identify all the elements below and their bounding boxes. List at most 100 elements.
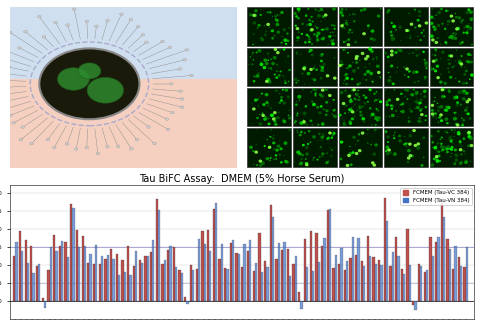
- Circle shape: [434, 27, 437, 30]
- Circle shape: [456, 101, 459, 104]
- Circle shape: [287, 33, 288, 35]
- Circle shape: [379, 77, 381, 79]
- Circle shape: [300, 131, 302, 133]
- Circle shape: [342, 27, 344, 29]
- Bar: [441, 201, 443, 301]
- Circle shape: [348, 64, 352, 67]
- Bar: [127, 246, 129, 301]
- Circle shape: [78, 63, 101, 79]
- Bar: [329, 209, 331, 301]
- Circle shape: [459, 42, 462, 45]
- Bar: [409, 265, 411, 301]
- Bar: [190, 265, 192, 301]
- Circle shape: [440, 151, 442, 152]
- Circle shape: [262, 103, 266, 106]
- Circle shape: [438, 122, 439, 123]
- Circle shape: [436, 159, 439, 163]
- Circle shape: [106, 20, 109, 22]
- Circle shape: [463, 32, 465, 34]
- Circle shape: [339, 11, 344, 15]
- Circle shape: [346, 20, 347, 21]
- Circle shape: [333, 99, 335, 101]
- Circle shape: [447, 10, 449, 12]
- Circle shape: [455, 27, 459, 30]
- Circle shape: [87, 77, 123, 103]
- Circle shape: [351, 109, 353, 110]
- Circle shape: [316, 35, 318, 37]
- Circle shape: [318, 124, 319, 126]
- Circle shape: [311, 78, 314, 80]
- Circle shape: [434, 97, 436, 98]
- Circle shape: [355, 61, 358, 64]
- Circle shape: [355, 93, 359, 96]
- Bar: [173, 246, 175, 301]
- Circle shape: [326, 153, 328, 154]
- Circle shape: [341, 118, 343, 119]
- Circle shape: [455, 112, 457, 113]
- Circle shape: [280, 11, 284, 14]
- Bar: [42, 298, 44, 301]
- Circle shape: [301, 158, 302, 160]
- Circle shape: [424, 22, 428, 24]
- Bar: [207, 230, 209, 301]
- Bar: [30, 246, 32, 301]
- Circle shape: [367, 101, 369, 103]
- Circle shape: [344, 90, 347, 92]
- Circle shape: [321, 29, 323, 31]
- Circle shape: [466, 82, 468, 84]
- Circle shape: [385, 103, 389, 106]
- Circle shape: [259, 114, 260, 115]
- Circle shape: [297, 95, 302, 98]
- Circle shape: [458, 91, 462, 94]
- Bar: [221, 244, 223, 301]
- Circle shape: [362, 32, 366, 35]
- Circle shape: [418, 24, 422, 27]
- Circle shape: [266, 139, 268, 140]
- Bar: [209, 251, 212, 301]
- Circle shape: [249, 146, 253, 149]
- Circle shape: [403, 143, 406, 145]
- Circle shape: [416, 142, 420, 145]
- Circle shape: [390, 34, 393, 37]
- Circle shape: [259, 63, 263, 66]
- Circle shape: [266, 23, 270, 26]
- Circle shape: [431, 112, 434, 116]
- Circle shape: [390, 76, 391, 78]
- Circle shape: [302, 120, 304, 121]
- Circle shape: [305, 15, 307, 17]
- Circle shape: [374, 128, 377, 131]
- Circle shape: [313, 57, 314, 58]
- Circle shape: [461, 20, 463, 22]
- Circle shape: [414, 144, 417, 147]
- Circle shape: [350, 163, 353, 166]
- Circle shape: [325, 114, 328, 116]
- Circle shape: [456, 101, 458, 104]
- Circle shape: [386, 101, 388, 103]
- Circle shape: [419, 117, 421, 119]
- Circle shape: [439, 151, 440, 153]
- Circle shape: [466, 113, 467, 114]
- Circle shape: [373, 51, 374, 52]
- Circle shape: [302, 122, 306, 125]
- Circle shape: [469, 60, 473, 63]
- Circle shape: [345, 77, 349, 80]
- Circle shape: [348, 32, 350, 34]
- Circle shape: [325, 109, 329, 112]
- Circle shape: [416, 146, 420, 150]
- Circle shape: [424, 76, 427, 79]
- Circle shape: [273, 111, 277, 114]
- Circle shape: [373, 164, 376, 167]
- Circle shape: [331, 24, 333, 26]
- Circle shape: [276, 14, 278, 15]
- Circle shape: [349, 99, 353, 103]
- Circle shape: [467, 32, 468, 33]
- Circle shape: [451, 36, 454, 38]
- Circle shape: [371, 124, 373, 126]
- Circle shape: [354, 103, 356, 105]
- Circle shape: [333, 115, 337, 118]
- Circle shape: [296, 27, 299, 30]
- Circle shape: [421, 121, 423, 123]
- Circle shape: [464, 161, 468, 164]
- Circle shape: [288, 128, 291, 131]
- Circle shape: [385, 116, 387, 117]
